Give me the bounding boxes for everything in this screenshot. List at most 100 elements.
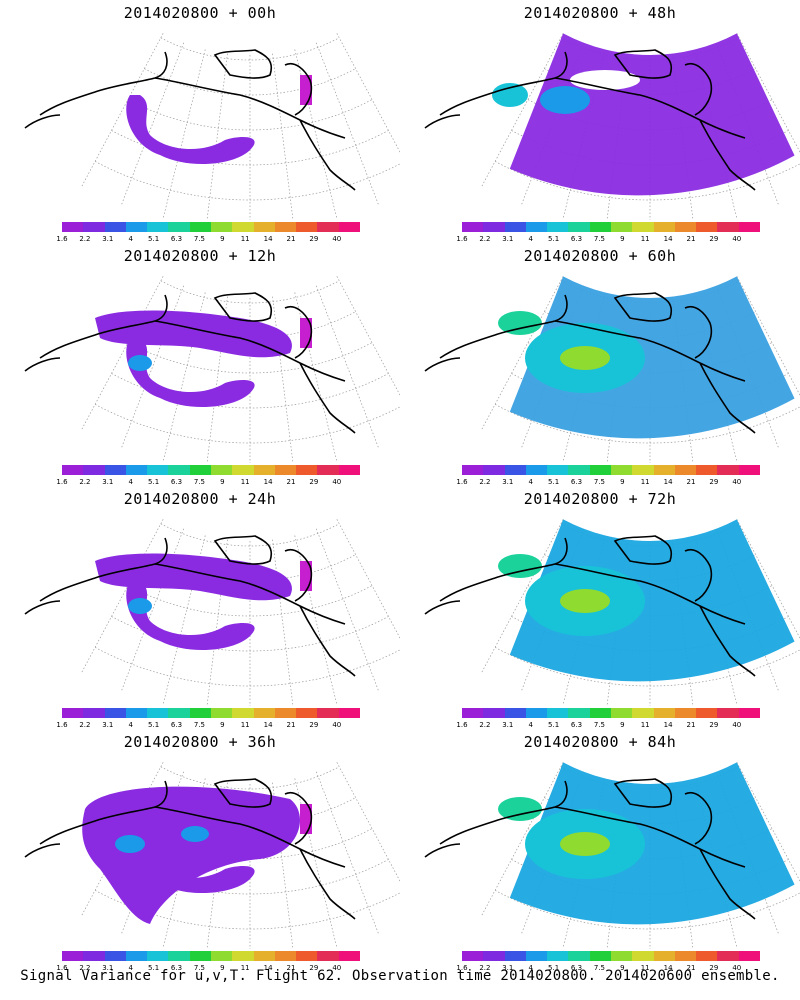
colorbar-tick-label: 1.6 [56, 478, 68, 486]
coastline-hudson [699, 362, 756, 434]
coastline-alaska [24, 537, 168, 615]
colorbar-swatch [274, 465, 297, 475]
map-72h [424, 519, 800, 706]
colorbar-ticks: 1.6 2.2 3.1 4 5.1 6.3 7.5 9 11 14 21 29 40 [54, 721, 374, 731]
colorbar-swatch [547, 465, 569, 475]
colorbar-swatch [338, 708, 360, 718]
colorbar-swatch [317, 951, 339, 961]
colorbar-swatch [83, 465, 105, 475]
coastline-arctic-islands [213, 292, 273, 322]
coastlines [24, 535, 356, 677]
colorbar-tick-label: 29 [309, 235, 319, 243]
colorbar-tick-label: 4 [128, 964, 133, 972]
variance-region [82, 786, 300, 924]
graticule-meridian [336, 519, 400, 639]
colorbar-swatch [632, 222, 654, 232]
graticule-meridian [315, 771, 380, 936]
colorbar-swatch [125, 222, 148, 232]
variance-field [492, 33, 795, 196]
variance-region [95, 553, 292, 601]
colorbar-tick-label: 2.2 [479, 964, 491, 972]
graticule-arc [494, 890, 800, 930]
colorbar-tick-label: 3.1 [502, 721, 514, 729]
colorbar-tick-label: 3.1 [102, 964, 114, 972]
colorbar [62, 708, 360, 718]
colorbar-swatch [125, 708, 148, 718]
colorbar-swatch [83, 951, 105, 961]
colorbar-swatch [210, 951, 233, 961]
colorbar-tick-label: 2.2 [479, 721, 491, 729]
coastline-alaska [424, 780, 568, 858]
graticule-arc [160, 523, 340, 547]
colorbar-tick-label: 2.2 [79, 478, 91, 486]
colorbar-swatch [462, 708, 484, 718]
colorbar-swatch [104, 222, 126, 232]
colorbar-swatch [483, 708, 505, 718]
colorbar-tick-label: 1.6 [56, 964, 68, 972]
colorbar-swatch [125, 465, 148, 475]
variance-region [492, 83, 528, 107]
variance-region [509, 276, 795, 439]
colorbar-tick-label: 40 [332, 964, 342, 972]
panel-title: 2014020800 + 12h [123, 247, 277, 265]
colorbar-swatch [483, 222, 505, 232]
colorbar-tick-label: 9 [620, 964, 625, 972]
coastline-arctic-islands [213, 778, 273, 808]
coastline-hudson [699, 119, 756, 191]
colorbar-tick-label: 21 [286, 478, 296, 486]
colorbar-swatch [547, 708, 569, 718]
graticule-meridian [294, 535, 338, 706]
graticule-arc [160, 766, 340, 790]
colorbar-swatch [674, 222, 697, 232]
colorbar-tick-label: 6.3 [170, 721, 183, 729]
graticule-arc [494, 161, 800, 201]
coastline-greenland [684, 62, 713, 116]
variance-region [509, 33, 795, 196]
colorbar-tick-label: 6.3 [170, 964, 183, 972]
colorbar-swatch [738, 708, 760, 718]
coastlines [24, 292, 356, 434]
colorbar-tick-label: 7.5 [193, 721, 205, 729]
colorbar-swatch [168, 465, 190, 475]
graticule-meridian [315, 285, 380, 450]
colorbar-swatch [296, 465, 318, 475]
colorbar-tick-label: 5.1 [148, 478, 160, 486]
colorbar-tick-label: 6.3 [570, 478, 583, 486]
panel-36h: 2014020800 + 36h 1.6 2.2 3.1 4 5.1 6.3 7.5 9 11 1… [0, 729, 400, 974]
colorbar-tick-label: 11 [640, 235, 650, 243]
colorbar-ticks: 1.6 2.2 3.1 4 5.1 6.3 7.5 9 11 14 21 29 40 [454, 478, 774, 488]
map-12h [24, 276, 400, 463]
colorbar-tick-label: 11 [640, 478, 650, 486]
colorbar-tick-label: 21 [286, 721, 296, 729]
colorbar-tick-label: 7.5 [593, 964, 605, 972]
panel-title: 2014020800 + 84h [523, 733, 677, 751]
variance-region [560, 346, 610, 370]
colorbar [462, 708, 760, 718]
colorbar-tick-label: 5.1 [548, 478, 560, 486]
graticule-arc [94, 161, 400, 201]
graticule-meridian [272, 296, 294, 463]
coastline-canada [154, 320, 346, 382]
graticule-meridian [80, 33, 164, 189]
colorbar-swatch [568, 951, 590, 961]
colorbar-swatch [483, 951, 505, 961]
colorbar-swatch [632, 951, 654, 961]
colorbar-tick-label: 3.1 [102, 721, 114, 729]
graticule-meridian [120, 42, 185, 207]
coastline-canada [554, 563, 746, 625]
colorbar-tick-label: 29 [309, 721, 319, 729]
colorbar-tick-label: 6.3 [570, 964, 583, 972]
graticule-arc [160, 280, 340, 304]
colorbar-tick-label: 40 [732, 478, 742, 486]
coastline-arctic-islands [613, 778, 673, 808]
colorbar-swatch [504, 951, 526, 961]
coastline-hudson [699, 605, 756, 677]
colorbar-swatch [547, 222, 569, 232]
colorbar-tick-label: 6.3 [170, 235, 183, 243]
colorbar-swatch [653, 465, 675, 475]
colorbar-swatch [525, 222, 548, 232]
colorbar-tick-label: 7.5 [593, 721, 605, 729]
coastlines [24, 49, 356, 191]
graticule-meridian [736, 519, 800, 639]
coastline-hudson [699, 848, 756, 920]
